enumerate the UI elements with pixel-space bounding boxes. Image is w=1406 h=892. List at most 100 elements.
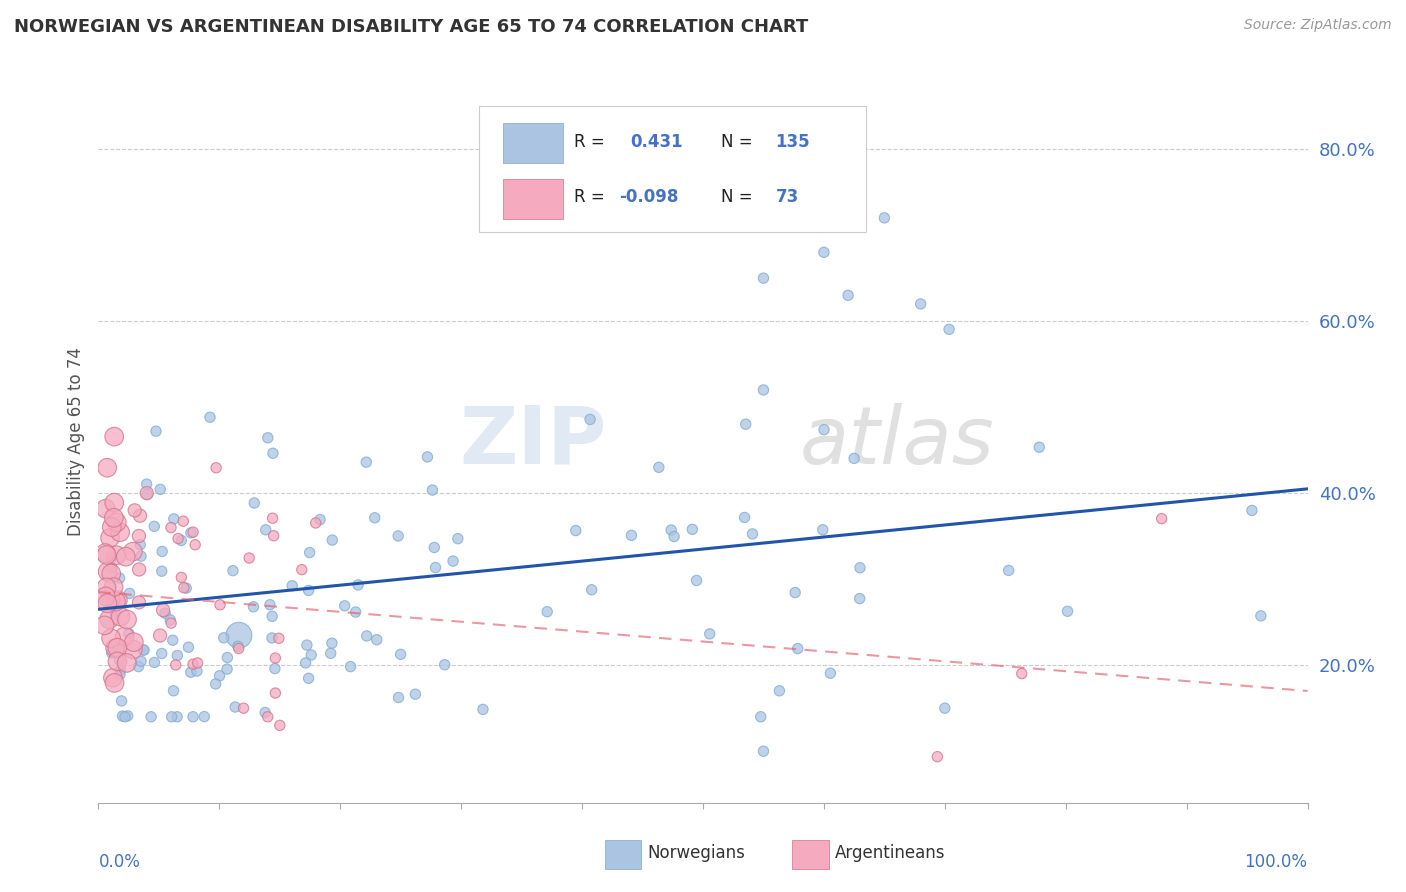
Point xyxy=(344,605,367,619)
Point xyxy=(105,548,128,562)
Point xyxy=(749,710,772,724)
Point xyxy=(1028,440,1050,454)
Point xyxy=(298,671,321,685)
Point xyxy=(910,297,932,311)
Point xyxy=(581,582,603,597)
Y-axis label: Disability Age 65 to 74: Disability Age 65 to 74 xyxy=(66,347,84,536)
Point xyxy=(150,564,173,578)
Text: Argentineans: Argentineans xyxy=(835,845,945,863)
Text: ZIP: ZIP xyxy=(458,402,606,481)
Point xyxy=(536,605,558,619)
Point xyxy=(124,503,146,517)
Point xyxy=(425,560,447,574)
Point xyxy=(734,417,756,432)
Point xyxy=(387,529,409,543)
Point xyxy=(848,591,870,606)
Point xyxy=(174,581,197,595)
Point xyxy=(294,656,316,670)
Text: 73: 73 xyxy=(776,188,799,206)
Point xyxy=(205,460,228,475)
Point xyxy=(813,245,835,260)
Point xyxy=(298,545,321,559)
Point xyxy=(96,596,118,610)
Point xyxy=(579,412,602,426)
FancyBboxPatch shape xyxy=(793,839,828,869)
Point xyxy=(115,613,138,627)
Point xyxy=(387,690,409,705)
Point xyxy=(198,410,221,425)
Point xyxy=(347,578,370,592)
Point xyxy=(321,533,343,547)
Point xyxy=(433,657,456,672)
Text: N =: N = xyxy=(721,133,752,151)
Point xyxy=(166,710,188,724)
Point xyxy=(104,607,127,622)
Point xyxy=(149,628,172,642)
Point xyxy=(389,648,412,662)
Point xyxy=(620,528,643,542)
Point xyxy=(741,527,763,541)
Text: 0.431: 0.431 xyxy=(630,133,683,151)
Point xyxy=(305,516,328,530)
Point xyxy=(108,667,131,681)
Point xyxy=(813,423,835,437)
Text: 0.0%: 0.0% xyxy=(98,853,141,871)
Point xyxy=(842,451,865,466)
Point xyxy=(259,598,281,612)
Point xyxy=(108,525,131,540)
Point xyxy=(204,677,226,691)
Point xyxy=(100,632,122,646)
Point xyxy=(297,583,319,598)
Point xyxy=(997,563,1019,577)
Point xyxy=(648,460,671,475)
Point xyxy=(181,657,204,672)
Point xyxy=(96,581,118,595)
Point xyxy=(256,431,278,445)
Point xyxy=(101,560,124,574)
Point xyxy=(101,595,124,609)
Point xyxy=(752,744,775,758)
FancyBboxPatch shape xyxy=(605,839,641,869)
Point xyxy=(93,618,115,632)
Point xyxy=(228,628,250,642)
Point xyxy=(128,659,150,673)
Point xyxy=(139,710,162,724)
Point xyxy=(132,643,155,657)
Point xyxy=(107,593,129,607)
Point xyxy=(129,549,152,563)
Point xyxy=(101,520,124,534)
Point xyxy=(734,510,756,524)
Point xyxy=(217,662,239,676)
Point xyxy=(160,616,183,631)
Point xyxy=(153,607,176,621)
Point xyxy=(94,546,117,560)
Point xyxy=(108,653,131,667)
Point xyxy=(170,570,193,584)
Point xyxy=(128,595,150,609)
Point xyxy=(820,666,842,681)
Point xyxy=(254,706,277,720)
Point xyxy=(98,531,121,545)
Point xyxy=(135,486,157,500)
Point xyxy=(163,512,186,526)
Point xyxy=(217,650,239,665)
Point xyxy=(242,599,264,614)
Point xyxy=(262,446,284,460)
Point xyxy=(224,700,246,714)
Point xyxy=(193,709,215,723)
Point xyxy=(136,487,159,501)
Point xyxy=(356,629,378,643)
Point xyxy=(100,566,122,581)
Point xyxy=(143,519,166,533)
Point xyxy=(162,633,184,648)
Point xyxy=(264,662,287,676)
Point xyxy=(299,648,322,662)
Point xyxy=(321,636,343,650)
Point xyxy=(187,656,209,670)
Point xyxy=(122,642,145,657)
Point xyxy=(184,538,207,552)
FancyBboxPatch shape xyxy=(503,178,562,219)
Point xyxy=(165,657,187,672)
Point xyxy=(111,709,134,723)
Point xyxy=(181,710,204,724)
